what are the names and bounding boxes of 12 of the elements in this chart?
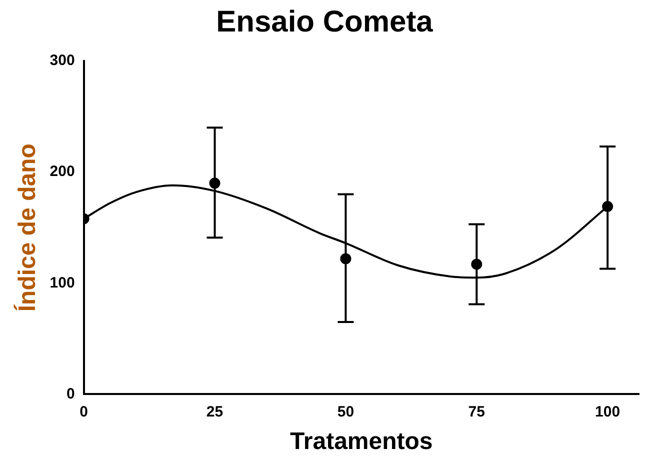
chart-title: Ensaio Cometa (216, 5, 434, 38)
y-axis-title: Índice de dano (13, 144, 42, 312)
x-tick-label: 25 (206, 403, 224, 420)
y-tick-label: 300 (50, 52, 75, 70)
y-tick-label: 100 (50, 274, 75, 292)
y-tick-label: 0 (66, 385, 75, 402)
y-tick-label: 200 (50, 163, 75, 180)
x-tick-label: 50 (337, 403, 354, 420)
x-tick-label: 75 (468, 403, 485, 420)
x-tick-label: 100 (595, 403, 620, 420)
x-axis-title: Tratamentos (290, 428, 433, 456)
x-tick-label: 0 (80, 403, 88, 420)
